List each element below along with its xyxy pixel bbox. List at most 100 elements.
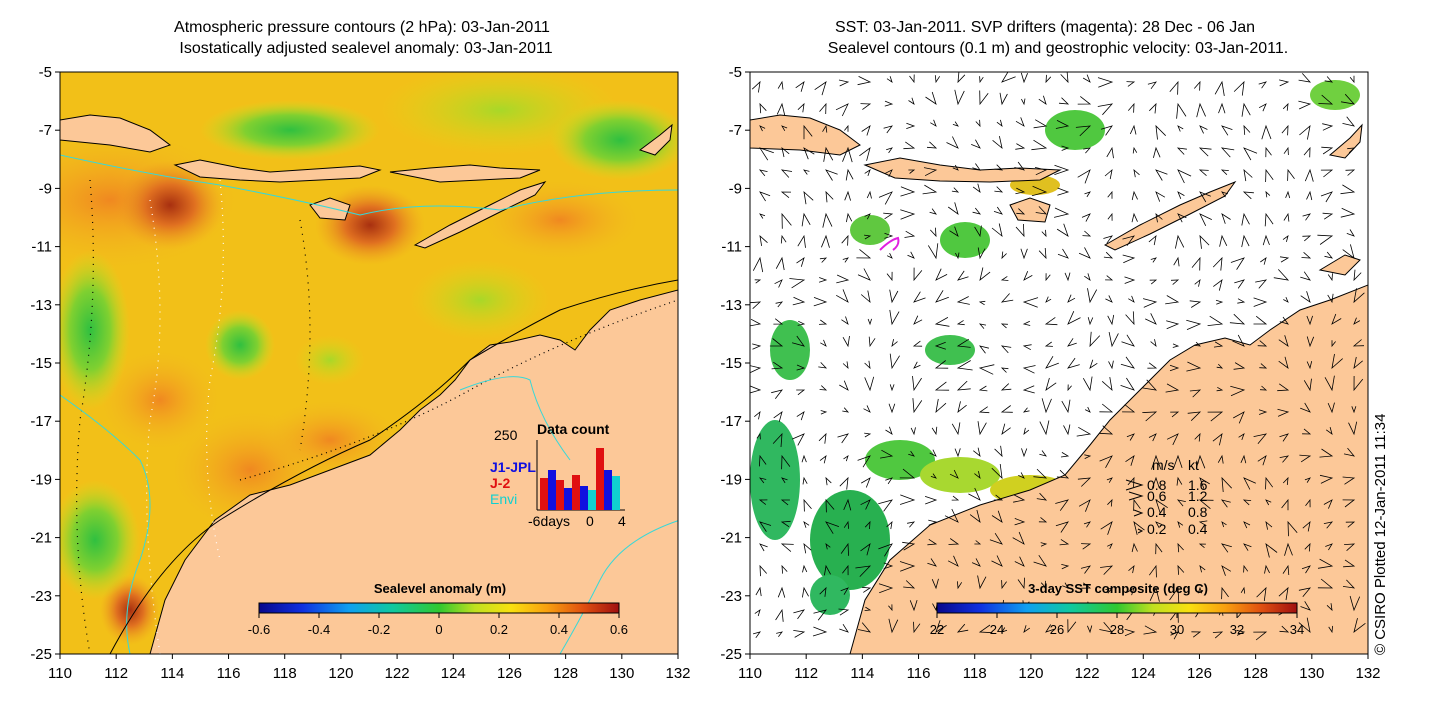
y-tick-label: -15 <box>720 355 742 372</box>
velocity-arrow <box>822 124 828 133</box>
velocity-arrow <box>845 168 854 181</box>
velocity-arrow <box>1340 184 1356 195</box>
island-land <box>1318 254 1361 276</box>
velocity-arrow <box>1243 521 1251 529</box>
velocity-arrow <box>1083 147 1092 154</box>
velocity-arrow <box>993 206 1003 215</box>
velocity-arrow <box>1243 124 1251 135</box>
velocity-arrow <box>1023 427 1030 436</box>
velocity-arrow <box>1147 362 1158 369</box>
velocity-arrow <box>956 296 970 305</box>
velocity-arrow <box>780 234 787 244</box>
australia-land <box>849 284 1368 654</box>
velocity-arrow <box>1127 476 1135 488</box>
velocity-arrow <box>1132 146 1138 154</box>
velocity-arrow <box>888 618 899 634</box>
velocity-arrow <box>1131 190 1138 201</box>
velocity-arrow <box>861 125 871 136</box>
right-title-line2: Sealevel contours (0.1 m) and geostrophi… <box>828 40 1288 57</box>
velocity-arrow <box>1039 450 1047 457</box>
velocity-arrow <box>956 623 969 633</box>
velocity-arrow <box>908 450 915 457</box>
velocity-arrow <box>930 227 937 238</box>
velocity-arrow <box>1166 320 1180 330</box>
data-count-x-right: 4 <box>618 513 626 529</box>
velocity-arrow <box>1277 408 1290 417</box>
data-count-x-mid: 0 <box>586 513 594 529</box>
velocity-arrow <box>1278 356 1289 369</box>
shelf-contour <box>109 279 678 654</box>
isobath-line <box>60 154 678 216</box>
velocity-arrow <box>949 226 959 237</box>
velocity-arrow <box>1170 411 1180 418</box>
velocity-arrow <box>885 477 893 485</box>
velocity-arrow <box>856 249 872 259</box>
velocity-arrow <box>1087 288 1098 304</box>
velocity-arrow <box>889 289 899 304</box>
colorbar-tick-label: 24 <box>990 622 1004 637</box>
data-count-inset: Data count 250 J1-JPL J-2 Envi -6days 0 <box>490 421 626 529</box>
velocity-arrow <box>1014 518 1026 526</box>
velocity-arrow <box>1014 556 1025 567</box>
y-tick-label: -5 <box>729 64 742 81</box>
velocity-arrow <box>1089 359 1098 369</box>
velocity-arrow <box>1264 564 1270 574</box>
velocity-arrow <box>780 543 794 552</box>
velocity-arrow <box>1142 298 1158 308</box>
velocity-arrow <box>1331 340 1336 348</box>
velocity-arrow <box>1087 625 1093 634</box>
y-tick-label: -25 <box>720 646 742 663</box>
velocity-arrow <box>1279 316 1289 325</box>
right-map <box>750 72 1368 654</box>
velocity-arrow <box>1054 207 1070 218</box>
velocity-arrow <box>888 403 896 414</box>
velocity-arrow <box>1353 356 1363 370</box>
velocity-arrow <box>1279 625 1290 633</box>
x-tick-label: 118 <box>963 665 987 682</box>
velocity-arrow <box>1253 433 1268 445</box>
colorbar-tick-label: -0.6 <box>248 622 270 637</box>
velocity-arrow <box>1142 411 1158 422</box>
velocity-arrow <box>1155 191 1166 202</box>
velocity-arrow <box>957 401 967 414</box>
sst-patch <box>1310 80 1360 110</box>
x-tick-label: 132 <box>665 665 690 682</box>
velocity-arrow <box>978 300 986 306</box>
velocity-arrow <box>886 271 893 282</box>
velocity-arrow <box>1172 343 1180 348</box>
velocity-arrow <box>1173 256 1180 267</box>
velocity-arrow <box>1243 564 1249 573</box>
data-count-bars <box>540 448 620 510</box>
velocity-arrow <box>1170 279 1180 285</box>
y-tick-label: -13 <box>720 297 742 314</box>
velocity-arrow <box>803 147 815 160</box>
velocity-arrow <box>1282 102 1289 111</box>
velocity-arrow <box>1015 187 1026 195</box>
sla-low-region <box>200 100 380 160</box>
velocity-arrow <box>1122 235 1135 246</box>
velocity-arrow <box>1124 628 1136 637</box>
velocity-arrow <box>1198 499 1214 510</box>
velocity-arrow <box>927 558 937 567</box>
velocity-arrow <box>803 498 812 512</box>
sumba-land <box>309 197 351 221</box>
colorbar-tick-label: 22 <box>930 622 944 637</box>
velocity-arrow <box>1100 521 1113 535</box>
velocity-arrow <box>908 169 916 174</box>
data-count-bar <box>580 486 588 510</box>
velocity-arrow <box>1129 124 1137 135</box>
sla-low-region <box>295 335 365 385</box>
velocity-arrow <box>886 253 893 259</box>
velocity-arrow <box>1233 80 1245 96</box>
x-tick-label: 130 <box>609 665 634 682</box>
velocity-arrow <box>954 89 965 106</box>
velocity-arrow <box>1217 454 1224 464</box>
velocity-arrow <box>912 398 923 414</box>
right-title-line1: SST: 03-Jan-2011. SVP drifters (magenta)… <box>835 19 1255 36</box>
velocity-arrow <box>1084 406 1091 413</box>
isobath-line <box>60 394 151 654</box>
velocity-arrow <box>1000 293 1014 303</box>
velocity-arrow <box>1243 477 1256 490</box>
velocity-arrow <box>1059 539 1070 546</box>
velocity-arrow <box>801 212 811 227</box>
